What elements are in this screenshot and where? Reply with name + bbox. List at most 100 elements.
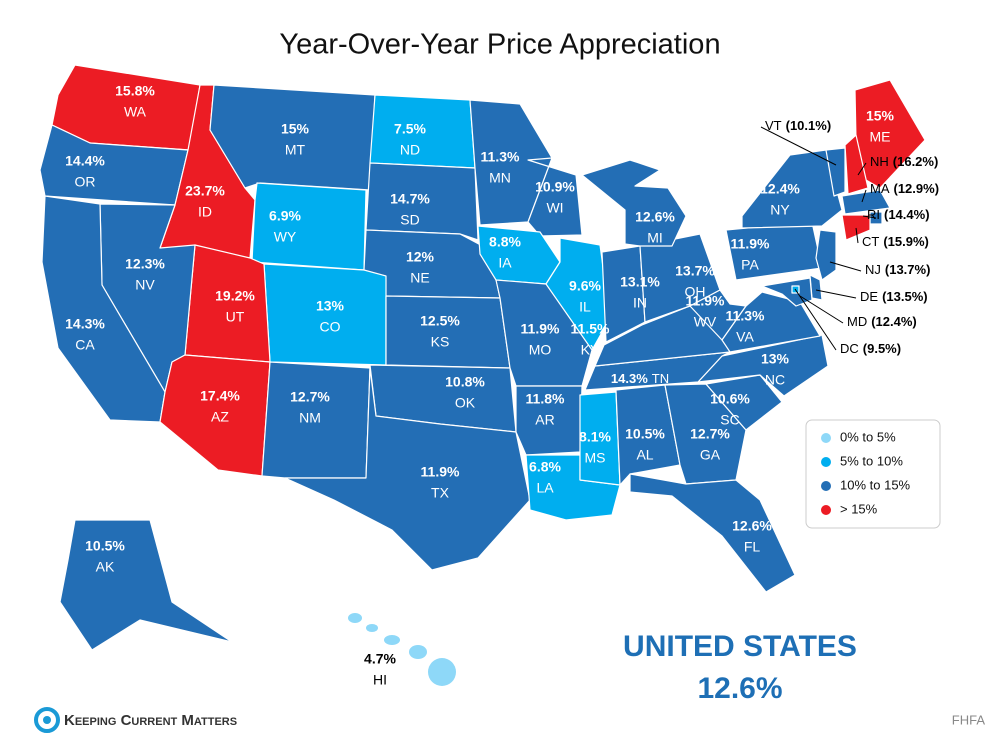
state-value: 12% bbox=[406, 249, 435, 265]
state-abbr: TN bbox=[652, 371, 669, 386]
state-value: (13.5%) bbox=[882, 289, 928, 304]
state-abbr: RI bbox=[867, 207, 880, 222]
state bbox=[366, 624, 378, 632]
state-value: 13% bbox=[316, 298, 345, 314]
state-value: 14.4% bbox=[65, 153, 105, 169]
state-abbr: WA bbox=[124, 104, 147, 120]
state-value: 23.7% bbox=[185, 183, 225, 199]
state-abbr: NJ bbox=[865, 262, 881, 277]
state-value: 11.8% bbox=[526, 391, 565, 407]
leader-line bbox=[760, 126, 837, 166]
legend: 0% to 5% 5% to 10% 10% to 15% > 15% bbox=[821, 429, 911, 516]
state-abbr: AR bbox=[535, 412, 554, 428]
state-abbr: AK bbox=[96, 559, 115, 575]
state-value: 9.6% bbox=[569, 278, 601, 294]
state-abbr: IL bbox=[579, 299, 591, 315]
state-value: 10.8% bbox=[445, 374, 485, 390]
state-value: (12.9%) bbox=[894, 181, 940, 196]
state-abbr: DC bbox=[840, 341, 859, 356]
leader-line bbox=[855, 227, 859, 244]
state-abbr: OH bbox=[685, 284, 706, 300]
source: FHFA bbox=[952, 712, 986, 727]
state-value: 11.9% bbox=[521, 321, 560, 337]
state bbox=[705, 374, 783, 431]
legend-label: > 15% bbox=[840, 501, 878, 516]
state bbox=[615, 384, 681, 486]
legend-label: 0% to 5% bbox=[840, 429, 896, 444]
state-value: 11.9% bbox=[731, 236, 770, 252]
leader-line bbox=[857, 162, 867, 176]
state-value: 12.7% bbox=[290, 389, 330, 405]
state bbox=[348, 613, 362, 623]
state-abbr: LA bbox=[536, 480, 554, 496]
state-value: 14.3% bbox=[65, 316, 105, 332]
logo-icon-dot bbox=[43, 716, 51, 724]
state-abbr: WY bbox=[274, 229, 297, 245]
leader-line bbox=[794, 288, 837, 351]
state-abbr: WV bbox=[694, 314, 717, 330]
state-abbr: NC bbox=[765, 372, 785, 388]
state-value: 10.5% bbox=[85, 538, 125, 554]
state-abbr: AL bbox=[636, 447, 653, 463]
state-value: 14.7% bbox=[390, 191, 430, 207]
callout-label: VT (10.1%) bbox=[765, 118, 831, 133]
state-abbr: SD bbox=[400, 212, 419, 228]
state bbox=[284, 367, 531, 571]
state-label: 14.3% TN bbox=[611, 371, 669, 386]
state-abbr: MD bbox=[847, 314, 867, 329]
state bbox=[409, 645, 427, 659]
state-abbr: IA bbox=[498, 255, 512, 271]
logo: Keeping Current Matters bbox=[34, 707, 237, 733]
state-value: 11.9% bbox=[686, 293, 725, 309]
legend-label: 5% to 10% bbox=[840, 453, 903, 468]
state bbox=[365, 162, 479, 241]
state-value: 13.7% bbox=[675, 263, 715, 279]
state-abbr: VA bbox=[736, 329, 754, 345]
state-value: 13.1% bbox=[620, 274, 660, 290]
state-abbr: PA bbox=[741, 257, 759, 273]
state-value: 10.6% bbox=[710, 391, 750, 407]
state-abbr: MO bbox=[529, 342, 552, 358]
states bbox=[39, 64, 926, 686]
state bbox=[384, 635, 400, 645]
state-value: (14.4%) bbox=[884, 207, 930, 222]
state-abbr: MN bbox=[489, 170, 511, 186]
leader-line bbox=[862, 215, 877, 219]
state bbox=[841, 214, 871, 241]
state-abbr: OR bbox=[75, 174, 96, 190]
state-abbr: VT bbox=[765, 118, 782, 133]
leader-line bbox=[861, 189, 867, 203]
state-value: (13.7%) bbox=[885, 262, 931, 277]
state bbox=[59, 519, 233, 651]
state-value: 17.4% bbox=[200, 388, 240, 404]
summary-value: 12.6% bbox=[697, 672, 782, 705]
legend-swatch bbox=[821, 457, 831, 467]
state-value: 12.7% bbox=[690, 426, 730, 442]
state-value: 6.8% bbox=[529, 459, 561, 475]
title: Year-Over-Year Price Appreciation bbox=[279, 29, 720, 61]
state-abbr: NH bbox=[870, 154, 889, 169]
state bbox=[251, 182, 367, 271]
state-abbr: MS bbox=[585, 450, 606, 466]
state-value: 11.3% bbox=[726, 308, 765, 324]
state-abbr: WI bbox=[546, 200, 563, 216]
state-abbr: KS bbox=[431, 334, 450, 350]
state-abbr: CA bbox=[75, 337, 95, 353]
state-abbr: ID bbox=[198, 204, 212, 220]
state-abbr: FL bbox=[744, 539, 761, 555]
callout-label: RI (14.4%) bbox=[867, 207, 930, 222]
legend-swatch bbox=[821, 481, 831, 491]
state-value: 12.6% bbox=[635, 209, 675, 225]
state-value: 8.1% bbox=[579, 429, 611, 445]
state-value: 13% bbox=[761, 351, 790, 367]
state bbox=[263, 263, 387, 366]
state-abbr: OK bbox=[455, 395, 476, 411]
legend-box bbox=[805, 419, 941, 529]
callout-label: DC (9.5%) bbox=[840, 341, 901, 356]
state bbox=[844, 134, 869, 195]
state-abbr: AZ bbox=[211, 409, 229, 425]
state bbox=[689, 289, 747, 341]
state bbox=[515, 385, 583, 456]
state-abbr: DE bbox=[860, 289, 878, 304]
